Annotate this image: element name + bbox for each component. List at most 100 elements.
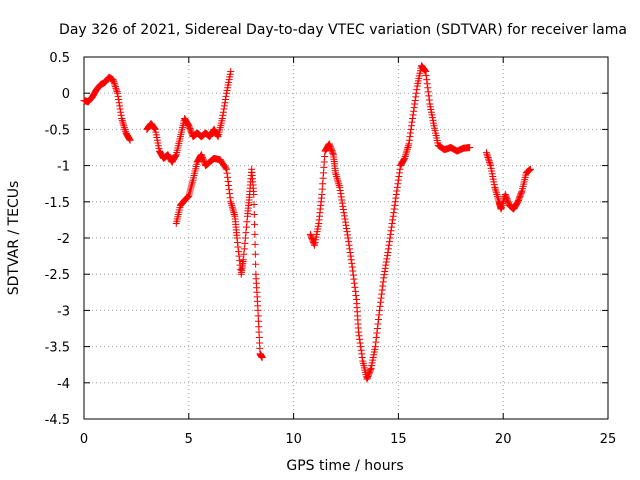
data-point-marker	[373, 329, 381, 337]
data-point-marker	[251, 230, 259, 238]
data-point-marker	[110, 79, 118, 87]
data-point-marker	[484, 153, 492, 161]
data-point-marker	[355, 332, 363, 340]
y-tick-label: -1	[57, 160, 70, 175]
data-point-marker	[334, 178, 342, 186]
data-point-marker	[383, 252, 391, 260]
data-point-marker	[385, 238, 393, 246]
x-axis-label: GPS time / hours	[286, 458, 403, 474]
data-point-marker	[494, 194, 502, 202]
data-point-marker	[498, 203, 506, 211]
data-point-marker	[336, 186, 344, 194]
data-point-marker	[482, 149, 490, 157]
data-point-marker	[339, 205, 347, 213]
data-point-marker	[351, 287, 359, 295]
data-point-marker	[394, 176, 402, 184]
chart-title: Day 326 of 2021, Sidereal Day-to-day VTE…	[59, 22, 627, 38]
data-point-marker	[250, 191, 258, 199]
data-point-marker	[389, 216, 397, 224]
data-point-marker	[402, 151, 410, 159]
data-point-marker	[373, 325, 381, 332]
data-point-marker	[126, 135, 134, 143]
data-point-marker	[513, 200, 521, 208]
data-point-marker	[184, 193, 192, 201]
data-point-marker	[218, 115, 226, 123]
data-point-marker	[404, 144, 412, 151]
data-point-marker	[345, 241, 353, 249]
data-point-marker	[392, 191, 400, 199]
data-point-marker	[333, 172, 341, 180]
data-point-marker	[387, 227, 395, 235]
data-point-marker	[120, 124, 128, 132]
data-point-marker	[394, 180, 402, 188]
data-point-marker	[115, 96, 123, 104]
data-point-marker	[339, 202, 347, 210]
data-point-marker	[345, 238, 353, 246]
data-point-marker	[493, 192, 501, 200]
data-point-marker	[332, 169, 340, 177]
data-point-marker	[119, 120, 127, 128]
data-point-marker	[395, 169, 403, 177]
data-point-marker	[337, 190, 345, 198]
data-point-marker	[219, 108, 227, 116]
data-point-marker	[230, 209, 238, 217]
data-point-marker	[492, 187, 500, 195]
data-point-marker	[117, 108, 125, 116]
data-point-marker	[350, 275, 358, 283]
data-point-marker	[110, 78, 118, 86]
data-point-marker	[485, 155, 493, 163]
data-point-marker	[372, 338, 380, 346]
data-point-marker	[497, 205, 505, 213]
y-tick-label: -2	[57, 232, 70, 247]
data-point-marker	[367, 366, 375, 374]
data-point-marker	[411, 96, 419, 104]
data-point-marker	[425, 92, 433, 100]
y-tick-label: 0.5	[49, 51, 70, 66]
data-point-marker	[491, 185, 499, 193]
data-point-marker	[384, 248, 392, 256]
data-point-marker	[424, 84, 432, 92]
data-point-marker	[172, 152, 180, 160]
data-point-marker	[388, 223, 396, 231]
data-point-marker	[335, 182, 343, 190]
data-point-marker	[486, 160, 494, 168]
data-point-marker	[252, 260, 260, 268]
data-point-marker	[114, 92, 122, 100]
data-point-marker	[112, 86, 120, 94]
data-point-marker	[109, 76, 117, 84]
data-point-marker	[377, 298, 385, 306]
data-point-marker	[334, 176, 342, 184]
data-point-marker	[357, 346, 365, 354]
data-point-marker	[408, 122, 415, 130]
data-point-marker	[382, 258, 390, 266]
data-point-marker	[413, 86, 421, 94]
data-point-marker	[393, 187, 401, 195]
data-point-marker	[242, 223, 250, 231]
y-tick-label: 0	[62, 87, 70, 102]
data-point-marker	[381, 267, 389, 275]
data-point-marker	[352, 291, 360, 299]
data-point-marker	[390, 205, 398, 213]
data-point-marker	[227, 198, 235, 206]
y-axis-label: SDTVAR / TECUs	[6, 181, 22, 296]
data-point-marker	[111, 81, 119, 89]
data-point-marker	[466, 144, 474, 151]
series-track-2	[143, 67, 235, 166]
data-point-marker	[376, 306, 384, 314]
data-point-marker	[348, 259, 356, 267]
data-point-marker	[498, 201, 506, 209]
data-point-marker	[371, 343, 379, 351]
data-point-marker	[403, 147, 411, 155]
data-point-marker	[380, 271, 388, 279]
x-tick-label: 25	[600, 432, 617, 447]
data-point-marker	[376, 302, 384, 310]
data-point-marker	[343, 228, 351, 236]
data-point-marker	[343, 224, 351, 232]
data-point-marker	[390, 209, 398, 217]
data-point-marker	[421, 66, 429, 74]
y-tick-label: -3.5	[45, 341, 70, 356]
data-point-marker	[258, 353, 266, 361]
data-point-marker	[387, 230, 395, 238]
data-point-marker	[392, 194, 400, 202]
y-tick-label: -2.5	[45, 268, 70, 283]
